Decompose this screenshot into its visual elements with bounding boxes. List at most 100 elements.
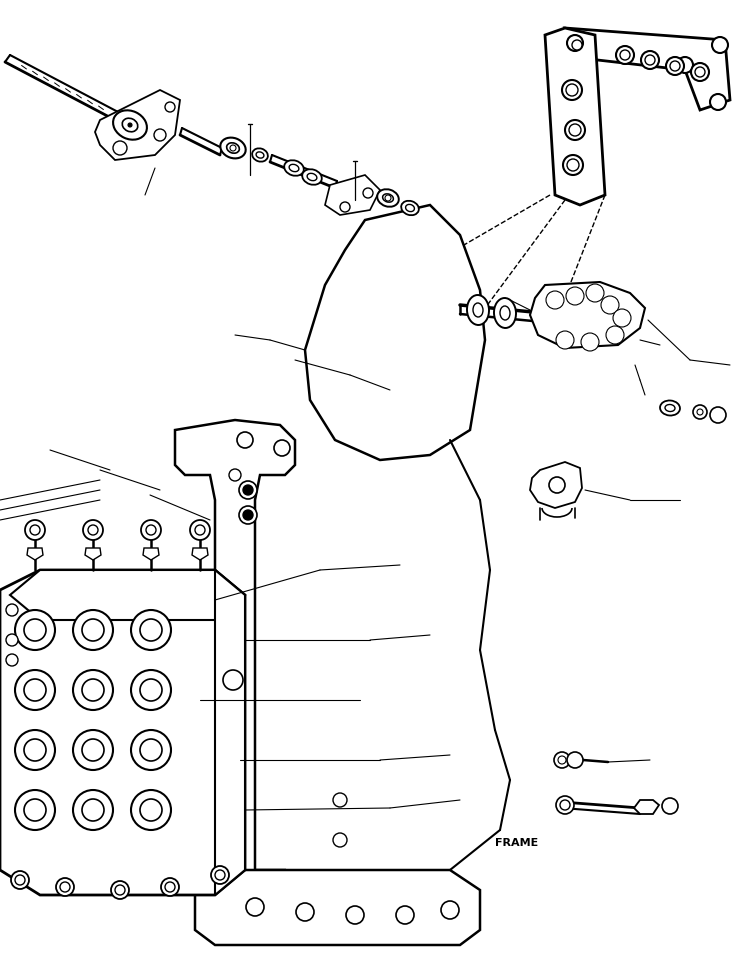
Circle shape — [24, 739, 46, 761]
Ellipse shape — [377, 189, 399, 207]
Circle shape — [645, 55, 655, 65]
Ellipse shape — [252, 148, 268, 161]
Circle shape — [229, 469, 241, 481]
Circle shape — [215, 870, 225, 880]
Circle shape — [570, 291, 580, 301]
Circle shape — [606, 326, 624, 344]
Circle shape — [546, 291, 564, 309]
Ellipse shape — [500, 306, 510, 320]
Circle shape — [24, 679, 46, 701]
Text: FRAME: FRAME — [495, 838, 538, 848]
Circle shape — [56, 878, 74, 896]
Circle shape — [165, 102, 175, 112]
Circle shape — [363, 188, 373, 198]
Circle shape — [396, 906, 414, 924]
Polygon shape — [95, 90, 180, 160]
Circle shape — [569, 124, 581, 136]
Circle shape — [662, 798, 678, 814]
Polygon shape — [143, 548, 159, 560]
Circle shape — [140, 799, 162, 821]
Circle shape — [274, 440, 290, 456]
Circle shape — [237, 432, 253, 448]
Circle shape — [60, 882, 70, 892]
Circle shape — [346, 906, 364, 924]
Circle shape — [111, 881, 129, 899]
Circle shape — [567, 159, 579, 171]
Circle shape — [113, 141, 127, 155]
Circle shape — [581, 333, 599, 351]
Circle shape — [710, 94, 726, 110]
Circle shape — [620, 50, 630, 60]
Circle shape — [562, 80, 582, 100]
Circle shape — [550, 295, 560, 305]
Circle shape — [154, 129, 166, 141]
Circle shape — [695, 67, 705, 77]
Circle shape — [239, 481, 257, 499]
Circle shape — [15, 790, 55, 830]
Circle shape — [15, 875, 25, 885]
Circle shape — [567, 752, 583, 768]
Ellipse shape — [256, 152, 264, 159]
Circle shape — [128, 123, 132, 127]
Circle shape — [88, 525, 98, 535]
Circle shape — [140, 619, 162, 641]
Circle shape — [82, 619, 104, 641]
Circle shape — [82, 739, 104, 761]
Circle shape — [556, 796, 574, 814]
Ellipse shape — [302, 169, 322, 185]
Circle shape — [73, 610, 113, 650]
Circle shape — [670, 61, 680, 71]
Circle shape — [605, 300, 615, 310]
Ellipse shape — [122, 118, 138, 132]
Circle shape — [691, 63, 709, 81]
Ellipse shape — [665, 405, 675, 411]
Circle shape — [246, 898, 264, 916]
Circle shape — [73, 670, 113, 710]
Circle shape — [617, 313, 627, 323]
Circle shape — [333, 793, 347, 807]
Circle shape — [613, 309, 631, 327]
Circle shape — [590, 288, 600, 298]
Circle shape — [211, 866, 229, 884]
Ellipse shape — [494, 298, 516, 328]
Circle shape — [586, 284, 604, 302]
Circle shape — [223, 670, 243, 690]
Circle shape — [230, 145, 236, 151]
Polygon shape — [215, 570, 245, 895]
Circle shape — [15, 730, 55, 770]
Circle shape — [24, 619, 46, 641]
Circle shape — [560, 335, 570, 345]
Polygon shape — [565, 28, 730, 110]
Circle shape — [641, 51, 659, 69]
Polygon shape — [305, 205, 485, 460]
Circle shape — [6, 634, 18, 646]
Polygon shape — [634, 800, 659, 814]
Circle shape — [24, 799, 46, 821]
Circle shape — [243, 510, 253, 520]
Circle shape — [15, 670, 55, 710]
Circle shape — [558, 756, 566, 764]
Circle shape — [563, 155, 583, 175]
Polygon shape — [27, 548, 43, 560]
Polygon shape — [530, 282, 645, 348]
Circle shape — [340, 202, 350, 212]
Circle shape — [567, 35, 583, 51]
Circle shape — [566, 84, 578, 96]
Circle shape — [239, 506, 257, 524]
Ellipse shape — [467, 295, 489, 325]
Circle shape — [560, 800, 570, 810]
Polygon shape — [10, 570, 245, 620]
Circle shape — [25, 520, 45, 540]
Circle shape — [83, 520, 103, 540]
Polygon shape — [0, 570, 245, 895]
Circle shape — [11, 871, 29, 889]
Circle shape — [30, 525, 40, 535]
Ellipse shape — [401, 201, 418, 215]
Polygon shape — [530, 462, 582, 508]
Circle shape — [693, 405, 707, 419]
Circle shape — [6, 654, 18, 666]
Ellipse shape — [406, 205, 415, 211]
Circle shape — [165, 882, 175, 892]
Circle shape — [195, 525, 205, 535]
Ellipse shape — [220, 137, 246, 159]
